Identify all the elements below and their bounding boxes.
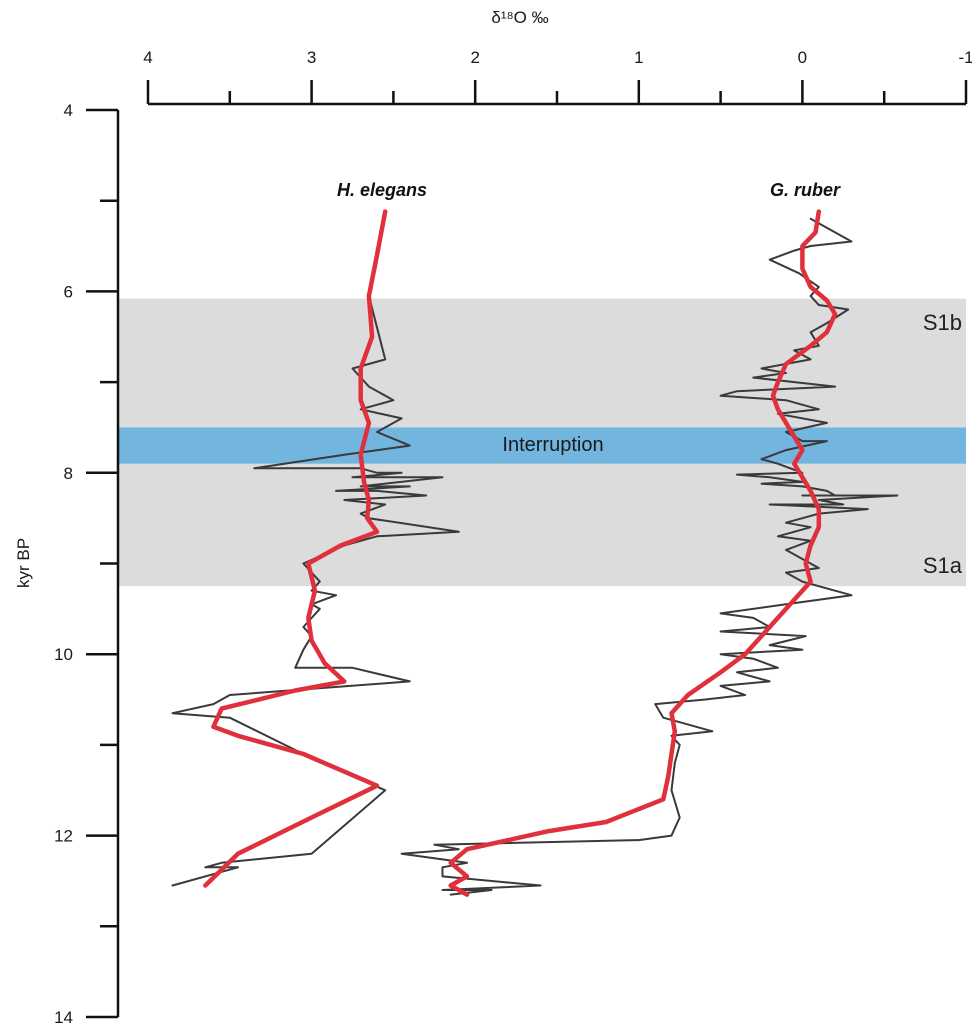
- zone-s1b: [117, 298, 966, 428]
- x-tick-label: -1: [958, 48, 972, 67]
- series-lines: [171, 209, 899, 897]
- y-tick-label: 8: [64, 464, 73, 483]
- y-tick-label: 6: [64, 282, 73, 301]
- zone-s1a: [117, 463, 966, 587]
- g-ruber-smoothed-line: [448, 209, 838, 897]
- h-elegans-smoothed-line: [203, 209, 388, 888]
- x-tick-label: 2: [470, 48, 479, 67]
- x-tick-label: 3: [307, 48, 316, 67]
- y-tick-label: 12: [54, 827, 73, 846]
- y-tick-label: 14: [54, 1008, 73, 1023]
- x-tick-label: 1: [634, 48, 643, 67]
- y-axis-title: kyr BP: [14, 538, 33, 588]
- x-tick-label: 4: [143, 48, 152, 67]
- annotations: H. elegans G. ruber S1b S1a Interruption: [337, 180, 963, 578]
- x-axis-title: δ¹⁸O ‰: [491, 8, 548, 27]
- g-ruber-label: G. ruber: [770, 180, 841, 200]
- h-elegans-label: H. elegans: [337, 180, 427, 200]
- interruption-band: [117, 427, 966, 464]
- zone-s1a-label: S1a: [923, 553, 963, 578]
- x-tick-label: 0: [798, 48, 807, 67]
- y-tick-label: 10: [54, 645, 73, 664]
- shaded-zones: [117, 298, 966, 587]
- band-interruption: [117, 427, 966, 464]
- h-elegans-raw-line: [171, 294, 460, 887]
- zone-s1b-label: S1b: [923, 310, 962, 335]
- interruption-label: Interruption: [502, 434, 603, 456]
- y-tick-label: 4: [64, 101, 73, 120]
